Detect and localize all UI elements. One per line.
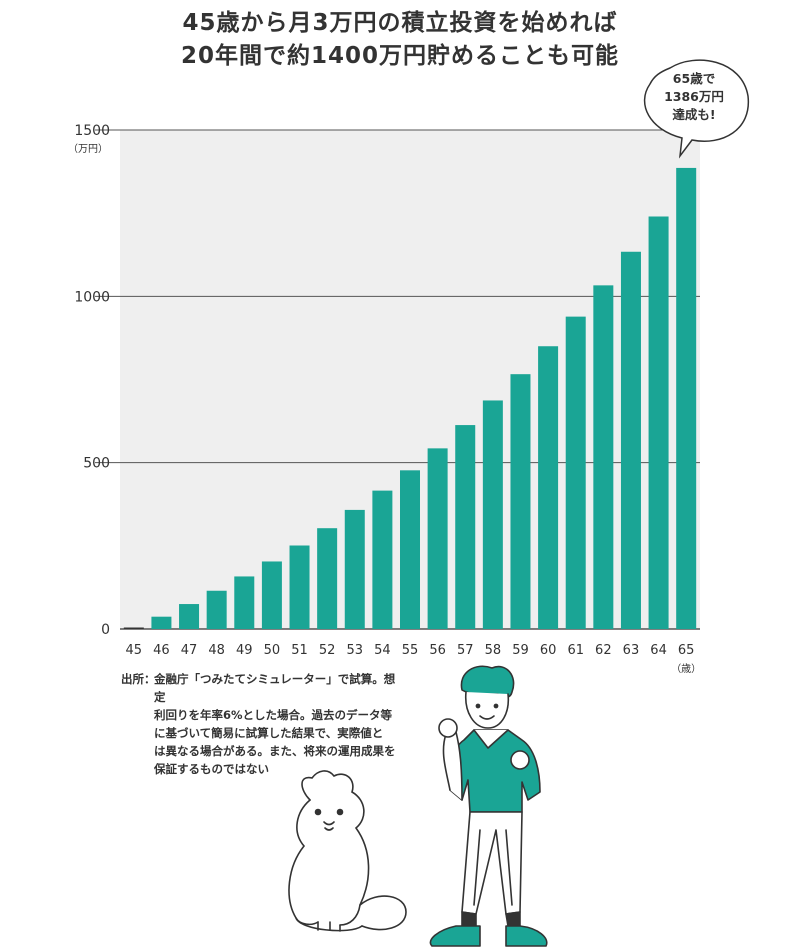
annotation-text: 達成も! [672, 107, 715, 122]
x-tick-label: 56 [429, 643, 446, 658]
x-tick-label: 64 [650, 643, 667, 658]
x-tick-label: 65 [678, 643, 695, 658]
chart-title-line2: 20年間で約1400万円貯めることも可能 [180, 43, 620, 69]
bar [538, 346, 559, 629]
source-note-line: 利回りを年率6%とした場合。過去のデータ等 [154, 708, 393, 722]
source-note-line: は異なる場合がある。また、将来の運用成果を [154, 744, 396, 758]
bar [593, 285, 614, 629]
bar [344, 509, 365, 629]
x-tick-label: 47 [181, 643, 198, 658]
x-tick-label: 53 [346, 643, 363, 658]
bar [123, 627, 144, 629]
annotation-bubble [643, 59, 749, 159]
bar [261, 561, 282, 629]
annotation-text: 1386万円 [664, 89, 724, 104]
source-note-line: 保証するものではない [154, 762, 269, 776]
source-note-line: に基づいて簡易に試算した結果で、実際値と [154, 726, 384, 740]
x-tick-label: 48 [208, 643, 225, 658]
y-tick-label: 1500 [74, 123, 110, 139]
x-tick-label: 55 [402, 643, 419, 658]
bar [455, 425, 476, 629]
bar [317, 528, 338, 629]
annotation-text: 65歳で [673, 71, 715, 86]
bar [620, 251, 641, 630]
x-tick-label: 54 [374, 643, 391, 658]
y-tick-label: 1000 [74, 289, 110, 305]
bar [648, 216, 669, 629]
source-note: 出所： 金融庁「つみたてシミュレーター」で試算。想定 利回りを年率6%とした場合… [121, 670, 401, 778]
x-tick-label: 49 [236, 643, 253, 658]
source-note-line: 金融庁「つみたてシミュレーター」で試算。想定 [154, 672, 396, 704]
chart-title-line1: 45歳から月3万円の積立投資を始めれば [182, 10, 618, 36]
x-tick-label: 59 [512, 643, 529, 658]
bar [151, 616, 172, 629]
source-note-label: 出所： [121, 672, 156, 686]
x-tick-label: 60 [540, 643, 557, 658]
bar [206, 590, 227, 629]
y-tick-label: 500 [83, 456, 110, 472]
x-tick-label: 46 [153, 643, 170, 658]
x-tick-label: 45 [126, 643, 143, 658]
bar [372, 490, 393, 629]
x-axis-unit: （歳） [671, 663, 701, 675]
x-tick-label: 63 [623, 643, 640, 658]
x-tick-label: 62 [595, 643, 612, 658]
y-tick-label: 0 [101, 622, 110, 638]
bar [510, 374, 531, 629]
bar [234, 576, 255, 629]
y-axis-unit: （万円） [68, 143, 108, 155]
bar [289, 545, 310, 629]
x-tick-label: 52 [319, 643, 336, 658]
bar-chart: 0 500 1000 1500 （万円） 45 46 47 48 49 50 51 52 53 54 55 56… [68, 59, 749, 675]
bar [565, 316, 586, 629]
bar [482, 400, 503, 629]
bar [676, 167, 697, 629]
x-tick-label: 61 [567, 643, 584, 658]
bar [179, 604, 200, 629]
bar [400, 470, 420, 629]
x-tick-label: 50 [264, 643, 281, 658]
x-tick-label: 51 [291, 643, 308, 658]
bar [427, 448, 448, 629]
man-illustration [429, 665, 548, 947]
x-tick-label: 58 [485, 643, 502, 658]
dog-illustration [288, 770, 407, 932]
x-tick-label: 57 [457, 643, 474, 658]
